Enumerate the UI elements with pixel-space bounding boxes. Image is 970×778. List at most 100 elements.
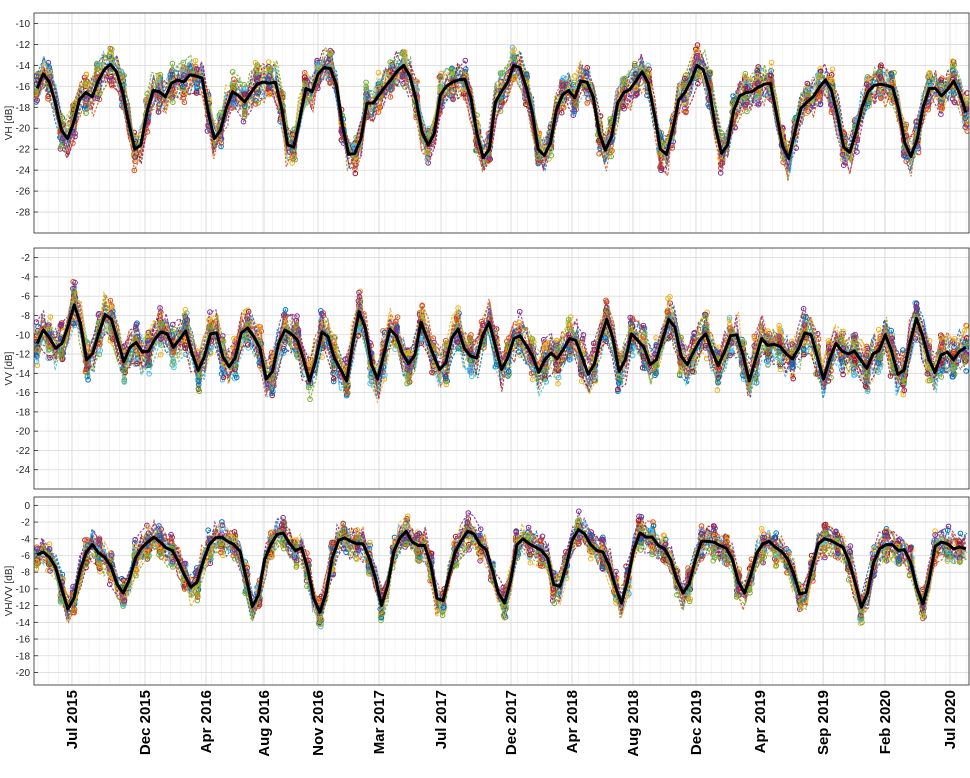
trace-point bbox=[82, 100, 89, 106]
y-axis-label: VH [dB] bbox=[4, 106, 15, 141]
trace-point bbox=[194, 84, 201, 91]
trace-point bbox=[83, 77, 89, 84]
trace-point bbox=[817, 101, 824, 107]
trace-point bbox=[328, 79, 334, 86]
trace-point bbox=[840, 162, 847, 168]
trace-point bbox=[573, 101, 579, 108]
trace-point bbox=[388, 64, 394, 70]
trace-point bbox=[608, 153, 615, 160]
trace-point bbox=[497, 70, 504, 76]
trace-point bbox=[424, 156, 431, 162]
trace-point bbox=[109, 82, 115, 89]
trace-point bbox=[253, 69, 260, 76]
trace-point bbox=[314, 57, 320, 64]
trace-point bbox=[192, 57, 199, 64]
plot-area bbox=[34, 13, 969, 233]
trace-point bbox=[381, 376, 388, 382]
trace-point bbox=[158, 351, 164, 358]
y-tick-label: -4 bbox=[21, 534, 30, 545]
trace-point bbox=[155, 109, 162, 115]
trace-point bbox=[47, 74, 53, 80]
trace-point bbox=[805, 91, 811, 98]
trace-point bbox=[510, 54, 517, 61]
trace-point bbox=[167, 71, 174, 78]
trace-point bbox=[584, 65, 591, 71]
trace-point bbox=[866, 97, 873, 104]
y-tick-label: -2 bbox=[21, 518, 30, 529]
trace-point bbox=[839, 151, 846, 158]
y-tick-label: -4 bbox=[21, 272, 30, 283]
trace-point bbox=[756, 92, 763, 98]
trace-point bbox=[780, 159, 787, 166]
trace-point bbox=[877, 73, 884, 80]
trace-point bbox=[523, 71, 530, 78]
trace-point bbox=[548, 152, 555, 159]
trace-point bbox=[962, 96, 969, 102]
y-tick-label: -18 bbox=[16, 651, 31, 662]
trace-point bbox=[938, 99, 944, 106]
trace-point bbox=[768, 72, 774, 79]
y-tick-label: -10 bbox=[16, 584, 31, 595]
trace-point bbox=[964, 90, 969, 96]
trace-point bbox=[888, 71, 895, 78]
trace-point bbox=[57, 146, 64, 152]
trace-point bbox=[512, 75, 518, 81]
trace-point bbox=[804, 80, 811, 87]
trace-point bbox=[352, 165, 358, 171]
individual-trace bbox=[35, 45, 966, 161]
trace-point bbox=[241, 113, 248, 119]
individual-trace bbox=[37, 48, 966, 163]
y-tick-label: -18 bbox=[16, 103, 31, 114]
trace-point bbox=[681, 82, 687, 89]
trace-point bbox=[615, 388, 621, 395]
y-tick-label: 0 bbox=[24, 501, 30, 512]
trace-point bbox=[144, 91, 150, 97]
trace-point bbox=[399, 50, 406, 57]
trace-point bbox=[828, 102, 834, 108]
y-tick-label: -14 bbox=[16, 369, 31, 380]
trace-point bbox=[106, 77, 113, 83]
y-tick-label: -8 bbox=[21, 568, 30, 579]
y-tick-label: -6 bbox=[21, 551, 30, 562]
y-tick-label: -26 bbox=[16, 187, 31, 198]
trace-point bbox=[755, 64, 762, 70]
trace-point bbox=[377, 80, 384, 87]
trace-point bbox=[302, 80, 308, 87]
trace-point bbox=[938, 87, 944, 93]
trace-point bbox=[94, 95, 100, 101]
trace-point bbox=[34, 73, 39, 80]
trace-point bbox=[266, 73, 273, 79]
trace-point bbox=[938, 104, 944, 111]
trace-point bbox=[34, 89, 39, 95]
trace-point bbox=[714, 387, 721, 393]
trace-point bbox=[230, 84, 237, 90]
trace-point bbox=[94, 66, 100, 72]
trace-point bbox=[218, 143, 224, 150]
trace-point bbox=[828, 374, 834, 381]
y-tick-label: -16 bbox=[16, 388, 31, 399]
trace-point bbox=[558, 109, 565, 116]
trace-point bbox=[753, 96, 760, 103]
individual-trace bbox=[36, 56, 966, 174]
trace-point bbox=[571, 73, 578, 79]
trace-point bbox=[60, 135, 66, 142]
trace-point bbox=[742, 73, 748, 80]
y-tick-label: -10 bbox=[16, 330, 31, 341]
y-tick-label: -16 bbox=[16, 635, 31, 646]
trace-point bbox=[658, 167, 664, 174]
y-tick-label: -24 bbox=[16, 465, 31, 476]
trace-point bbox=[621, 78, 627, 84]
trace-point bbox=[695, 80, 701, 87]
y-tick-label: -20 bbox=[16, 668, 31, 679]
axes-box bbox=[33, 12, 970, 234]
trace-point bbox=[131, 167, 138, 174]
trace-point bbox=[437, 83, 444, 90]
trace-point bbox=[290, 154, 297, 160]
individual-trace bbox=[36, 62, 967, 180]
trace-point bbox=[58, 143, 64, 150]
trace-point bbox=[742, 94, 748, 101]
trace-point bbox=[681, 96, 687, 103]
y-tick-label: -12 bbox=[16, 601, 31, 612]
